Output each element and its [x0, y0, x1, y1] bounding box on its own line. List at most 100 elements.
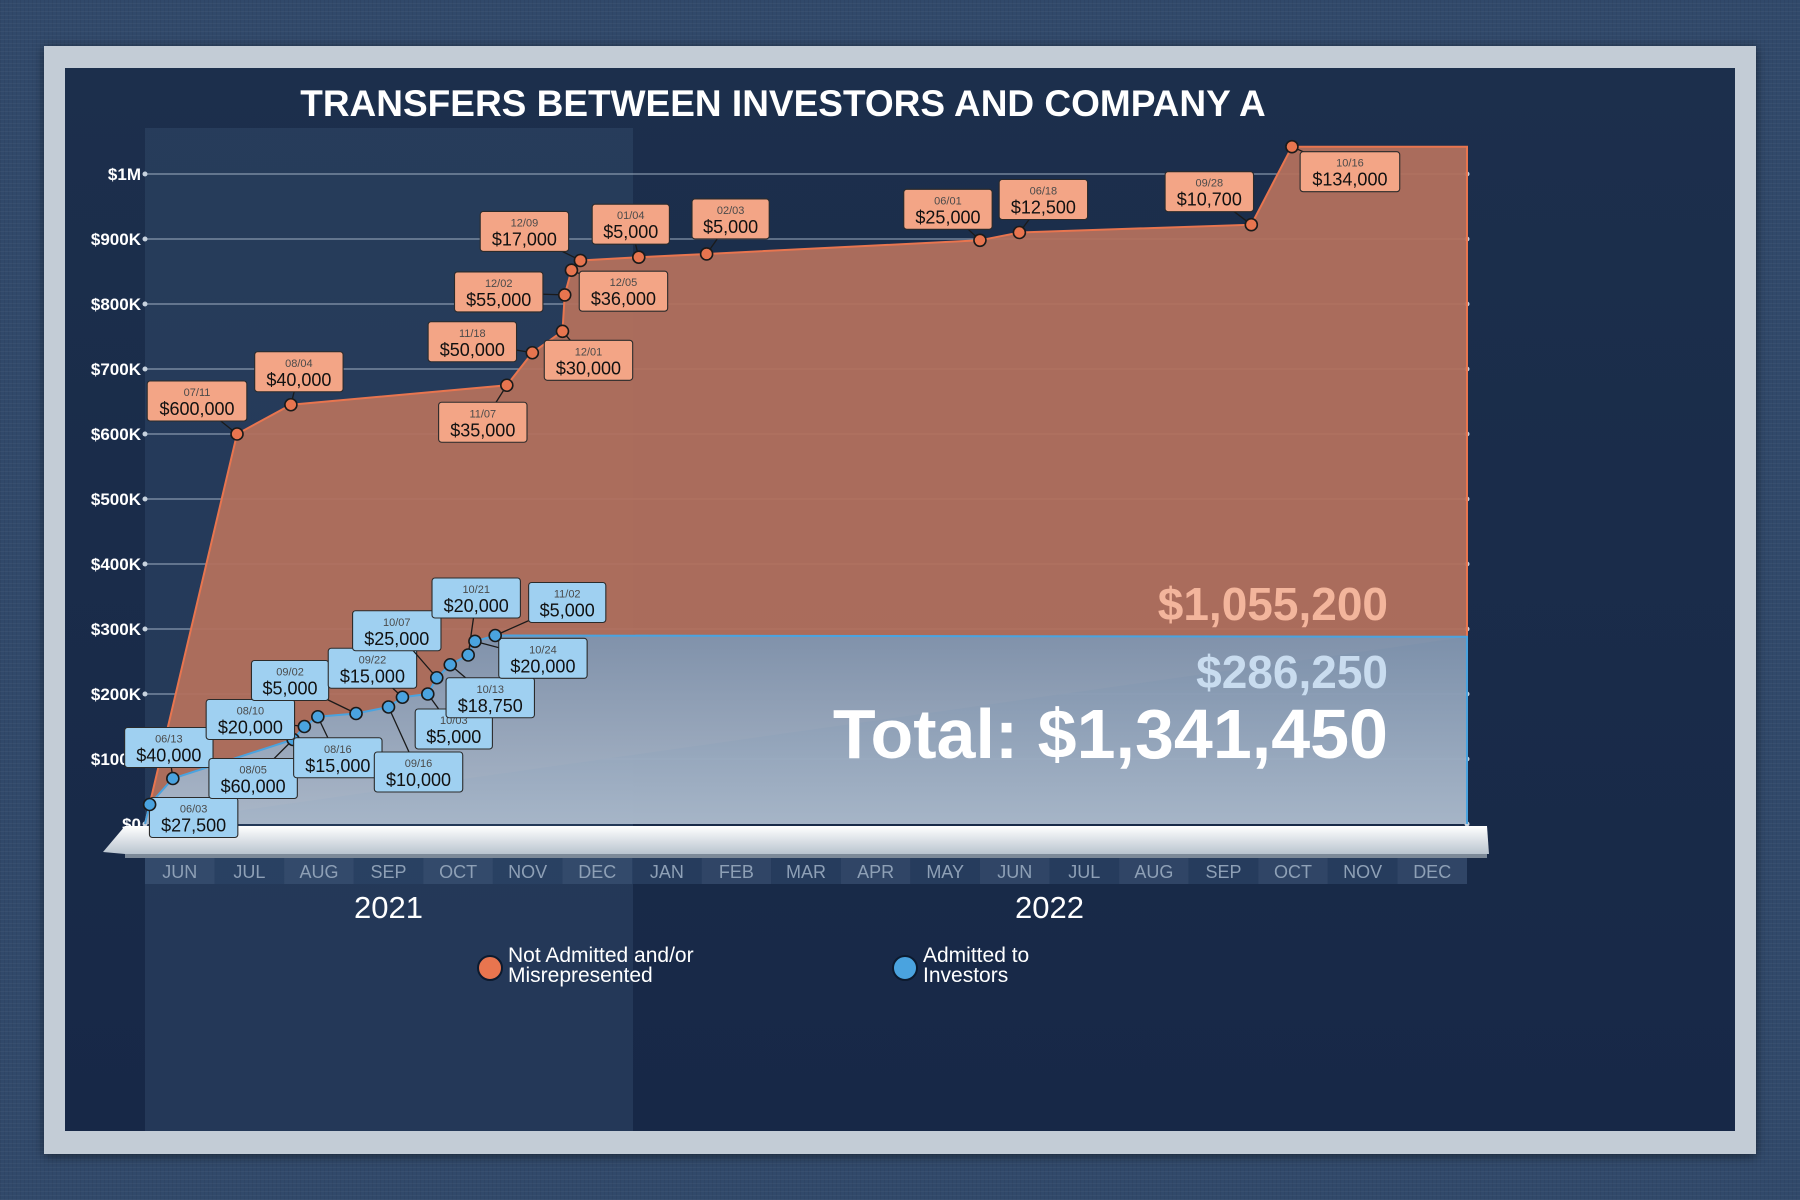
month-label: AUG [1134, 862, 1173, 882]
callout-date: 09/16 [405, 758, 433, 770]
data-point [429, 670, 444, 685]
month-label: NOV [1343, 862, 1382, 882]
y-tick-label: $500K [91, 490, 142, 509]
blue-point: 08/10$20,000 [205, 698, 312, 741]
month-cell [1119, 858, 1189, 884]
data-point [973, 233, 987, 248]
month-label: APR [857, 862, 894, 882]
legend-label: Misrepresented [508, 964, 653, 987]
month-cell [145, 858, 215, 884]
callout-date: 10/21 [462, 584, 490, 596]
chart-board: TRANSFERS BETWEEN INVESTORS AND COMPANY … [65, 68, 1735, 1131]
tick-dot [142, 561, 148, 567]
data-point [421, 687, 435, 701]
callout-amount: $600,000 [159, 399, 234, 419]
callout-amount: $5,000 [263, 679, 318, 699]
data-point [1285, 139, 1299, 154]
callout-amount: $20,000 [218, 718, 283, 738]
callout-box [903, 188, 993, 230]
month-label: DEC [578, 862, 616, 882]
callout-amount: $60,000 [221, 777, 286, 797]
y-tick-label: $900K [91, 230, 142, 249]
tick-dot [142, 301, 148, 307]
callout-box [373, 751, 464, 793]
y-tick-label: $1M [108, 165, 141, 184]
callout-box [445, 677, 535, 719]
blue-point: 08/05$60,000 [208, 732, 300, 800]
data-markers: 07/11$600,00008/04$40,00011/07$35,00011/… [124, 139, 1401, 839]
orange-point: 09/28$10,700 [1164, 171, 1259, 232]
month-cell [492, 858, 563, 884]
month-cell [353, 858, 424, 884]
year-label: 2022 [1015, 890, 1084, 925]
month-label: OCT [439, 862, 477, 882]
callout-box [254, 351, 344, 393]
orange-point: 02/03$5,000 [691, 198, 770, 261]
callout-box [691, 198, 770, 240]
month-label: SEP [371, 862, 407, 882]
data-point [443, 657, 458, 672]
callout-box [208, 757, 298, 800]
data-point [699, 247, 714, 261]
month-label: AUG [299, 862, 338, 882]
data-point [631, 250, 646, 264]
callout-date: 08/05 [239, 765, 267, 777]
data-point [142, 797, 157, 812]
callout-date: 10/16 [1336, 158, 1364, 170]
callout-amount: $20,000 [444, 596, 509, 616]
legend-label: Admitted to [923, 944, 1029, 967]
callout-box [205, 698, 296, 741]
callout-amount: $15,000 [305, 756, 370, 776]
callout-amount: $5,000 [540, 601, 595, 621]
orange-total: $1,055,200 [1158, 578, 1388, 630]
legend-label: Investors [923, 964, 1008, 987]
data-point [573, 253, 588, 268]
callout-date: 12/09 [511, 217, 539, 229]
callout-amount: $17,000 [492, 229, 557, 249]
callout-date: 06/13 [155, 734, 183, 746]
month-label: NOV [508, 862, 547, 882]
callout-box [543, 339, 634, 381]
callout-date: 12/05 [610, 277, 638, 289]
callout-amount: $25,000 [364, 629, 429, 649]
callout-amount: $40,000 [266, 370, 331, 390]
month-cell [423, 858, 493, 884]
callout-amount: $35,000 [450, 420, 515, 440]
x-axis-shelf [103, 826, 1489, 858]
month-cell [910, 858, 980, 884]
orange-point: 10/16$134,000 [1285, 139, 1401, 193]
data-point [311, 709, 325, 724]
callout-amount: $36,000 [591, 289, 656, 309]
blue-point: 10/07$25,000 [352, 610, 444, 685]
orange-point: 08/04$40,000 [254, 351, 344, 412]
callout-box [124, 726, 214, 769]
data-point [395, 690, 410, 705]
data-point [525, 345, 540, 360]
month-label: DEC [1413, 862, 1451, 882]
data-point [488, 628, 503, 643]
callout-box [431, 577, 521, 619]
orange-point: 01/04$5,000 [591, 203, 670, 264]
callout-date: 12/01 [575, 346, 603, 358]
blue-point: 10/21$20,000 [431, 577, 521, 662]
callout-box [578, 270, 669, 312]
callout-date: 08/04 [285, 358, 313, 370]
blue-point: 10/24$20,000 [468, 634, 588, 679]
chart-title: TRANSFERS BETWEEN INVESTORS AND COMPANY … [300, 83, 1266, 124]
month-label: MAY [926, 862, 964, 882]
callout-amount: $10,700 [1177, 190, 1242, 210]
callout-date: 12/02 [485, 278, 513, 290]
month-cell [562, 858, 633, 884]
callout-amount: $20,000 [510, 656, 575, 676]
callout-box [438, 401, 528, 443]
tick-dot [142, 626, 148, 632]
month-cell [701, 858, 772, 884]
month-cell [771, 858, 841, 884]
legend-swatch [892, 955, 918, 981]
callout-date: 10/13 [476, 684, 504, 696]
callout-amount: $25,000 [915, 207, 980, 227]
callout-date: 08/10 [237, 706, 265, 718]
callout-amount: $5,000 [426, 727, 481, 747]
callout-box [498, 637, 588, 679]
blue-total: $286,250 [1196, 646, 1388, 698]
